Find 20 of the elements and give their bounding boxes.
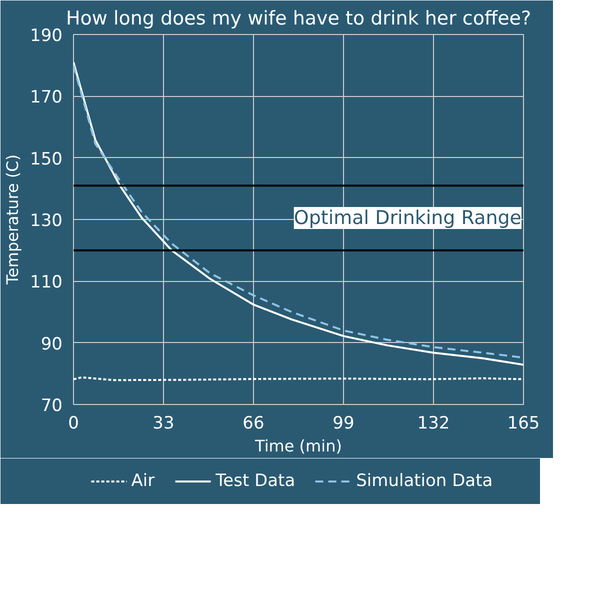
x-tick-label: 165 [507, 414, 540, 434]
y-tick-label: 90 [40, 334, 63, 354]
chart-title: How long does my wife have to drink her coffee? [66, 8, 532, 30]
y-tick-label: 70 [40, 396, 63, 416]
annotation: Optimal Drinking Range [294, 206, 522, 229]
legend-label: Air [131, 471, 155, 491]
y-tick-label: 190 [30, 26, 63, 46]
legend-label: Simulation Data [356, 471, 493, 491]
y-tick-label: 110 [30, 272, 63, 293]
y-axis-title: Temperature (C) [3, 154, 22, 286]
x-tick-label: 132 [417, 414, 450, 434]
y-tick-label: 170 [30, 88, 63, 108]
x-axis-title: Time (min) [254, 436, 342, 456]
legend-label: Test Data [216, 471, 296, 491]
y-tick-label: 130 [30, 211, 63, 231]
x-tick-label: 66 [242, 414, 264, 434]
x-tick-label: 99 [332, 414, 354, 434]
x-tick-label: 0 [68, 414, 79, 434]
y-tick-label: 150 [30, 149, 63, 170]
x-tick-label: 33 [152, 414, 174, 434]
